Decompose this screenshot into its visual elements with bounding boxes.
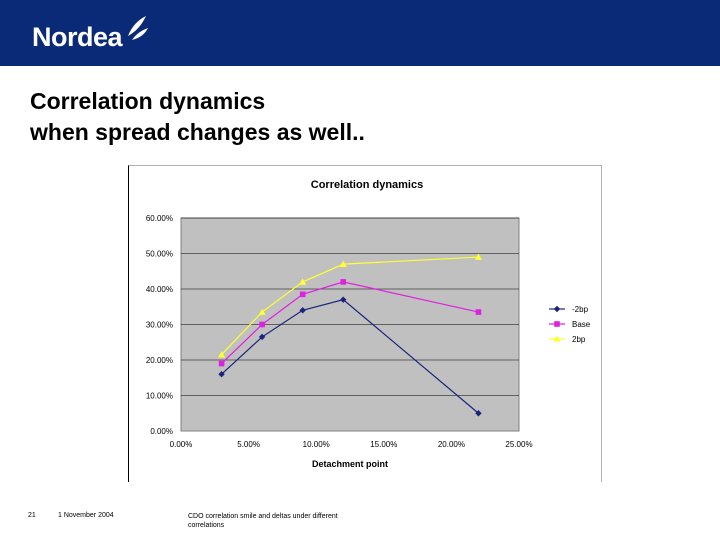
data-point-2bp <box>340 296 347 303</box>
chart-title: Correlation dynamics <box>311 179 423 191</box>
y-tick-label: 40.00% <box>146 285 173 294</box>
chart-legend: -2bp Base 2bp <box>549 305 591 344</box>
y-tick-label: 60.00% <box>146 214 173 223</box>
x-axis-label: Detachment point <box>312 459 388 469</box>
y-tick-label: 20.00% <box>146 356 173 365</box>
sail-icon <box>128 16 149 40</box>
data-point-2bp <box>474 253 482 260</box>
page-number: 21 <box>28 512 36 519</box>
correlation-chart: Correlation dynamics 0.00% 10.00% 20.00% 30… <box>146 179 591 469</box>
data-point-2bp <box>258 308 266 315</box>
legend-label-2bp: 2bp <box>572 335 586 344</box>
footer-date: 1 November 2004 <box>58 512 114 519</box>
y-tick-label: 10.00% <box>146 392 173 401</box>
data-point-2bp <box>299 307 306 314</box>
footer-document-title: CDO correlation smile and deltas under d… <box>188 512 388 530</box>
nordea-logo: Nordea <box>32 14 150 54</box>
y-tick-label: 30.00% <box>146 321 173 330</box>
x-tick-label: 5.00% <box>237 440 260 449</box>
header-bar: Nordea <box>0 0 720 66</box>
x-tick-label: 10.00% <box>303 440 330 449</box>
slide-title-line-2: when spread changes as well.. <box>30 119 365 145</box>
data-point-base <box>475 309 482 315</box>
y-tick-label: 0.00% <box>150 427 173 436</box>
legend-marker-2bp <box>553 335 561 342</box>
legend-marker-base <box>554 321 560 327</box>
slide-title-line-1: Correlation dynamics <box>30 88 266 114</box>
data-point-base <box>259 321 265 328</box>
data-point-base <box>218 360 225 367</box>
y-tick-label: 50.00% <box>146 250 173 259</box>
x-tick-label: 0.00% <box>170 440 193 449</box>
data-point-2bp <box>299 278 307 285</box>
slide-title: Correlation dynamics when spread changes… <box>30 86 630 148</box>
data-point-2bp <box>475 410 482 417</box>
x-tick-label: 25.00% <box>505 440 532 449</box>
legend-label-2bp: -2bp <box>572 305 589 314</box>
footer-doc-line-1: CDO correlation smile and deltas under d… <box>188 513 338 520</box>
x-tick-label: 20.00% <box>438 440 465 449</box>
data-point-2bp <box>218 351 226 358</box>
footer-doc-line-2: correlations <box>188 522 225 529</box>
data-point-base <box>299 291 306 298</box>
data-point-2bp <box>258 333 266 341</box>
x-tick-label: 15.00% <box>370 440 397 449</box>
chart-container: Correlation dynamics 0.00% 10.00% 20.00% 30… <box>128 165 602 482</box>
data-point-2bp <box>339 260 347 267</box>
data-point-2bp <box>218 371 225 378</box>
legend-label-base: Base <box>572 320 591 329</box>
data-point-base <box>340 279 347 285</box>
legend-marker-2bp <box>553 305 561 313</box>
logo-wordmark: Nordea <box>32 22 123 52</box>
